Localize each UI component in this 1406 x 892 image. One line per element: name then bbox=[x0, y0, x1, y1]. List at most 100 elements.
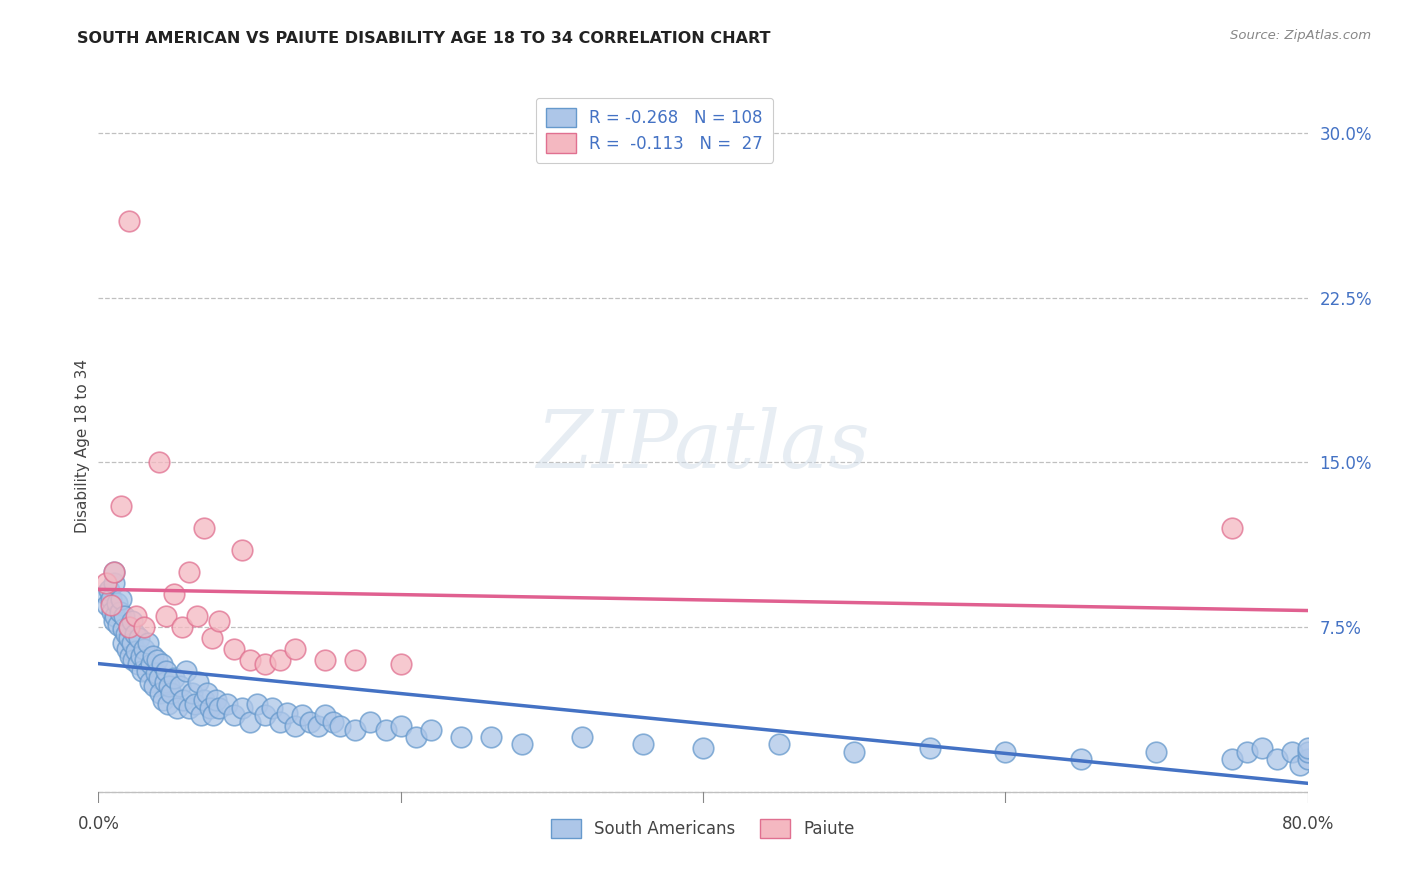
Point bbox=[121, 614, 143, 628]
Point bbox=[224, 642, 246, 657]
Point bbox=[111, 635, 134, 649]
Point bbox=[103, 566, 125, 580]
Point bbox=[239, 714, 262, 729]
Point bbox=[768, 737, 790, 751]
Point bbox=[344, 653, 367, 667]
Point bbox=[190, 708, 212, 723]
Point bbox=[262, 701, 284, 715]
Point bbox=[100, 598, 122, 612]
Point bbox=[103, 614, 125, 628]
Point bbox=[193, 692, 215, 706]
Point bbox=[149, 686, 172, 700]
Point bbox=[150, 657, 173, 672]
Point bbox=[103, 566, 125, 580]
Point bbox=[1267, 752, 1289, 766]
Point bbox=[145, 666, 167, 681]
Point bbox=[184, 697, 207, 711]
Point bbox=[215, 697, 238, 711]
Point bbox=[231, 701, 253, 715]
Point bbox=[96, 598, 118, 612]
Point bbox=[174, 664, 197, 678]
Point bbox=[329, 719, 352, 733]
Point bbox=[163, 587, 186, 601]
Point bbox=[107, 618, 129, 632]
Point bbox=[201, 631, 224, 645]
Point bbox=[170, 620, 193, 634]
Point bbox=[205, 692, 228, 706]
Point bbox=[322, 714, 344, 729]
Point bbox=[166, 701, 188, 715]
Point bbox=[125, 609, 148, 624]
Point bbox=[571, 730, 593, 744]
Point bbox=[118, 620, 141, 634]
Point bbox=[1289, 758, 1312, 772]
Point bbox=[200, 701, 222, 715]
Point bbox=[111, 623, 134, 637]
Point bbox=[299, 714, 322, 729]
Point bbox=[115, 642, 138, 657]
Point bbox=[169, 680, 191, 694]
Point bbox=[122, 653, 145, 667]
Point bbox=[125, 644, 148, 658]
Point bbox=[231, 543, 253, 558]
Point bbox=[146, 653, 169, 667]
Point bbox=[139, 675, 162, 690]
Point bbox=[253, 657, 276, 672]
Point bbox=[844, 745, 866, 759]
Point bbox=[360, 714, 382, 729]
Point bbox=[141, 657, 163, 672]
Point bbox=[104, 609, 127, 624]
Point bbox=[124, 626, 146, 640]
Point bbox=[153, 675, 176, 690]
Point bbox=[284, 719, 307, 733]
Point bbox=[276, 706, 298, 720]
Point bbox=[389, 657, 412, 672]
Point bbox=[510, 737, 533, 751]
Point bbox=[450, 730, 472, 744]
Point bbox=[481, 730, 503, 744]
Point bbox=[269, 653, 291, 667]
Point bbox=[120, 648, 142, 663]
Point bbox=[121, 635, 143, 649]
Point bbox=[94, 587, 117, 601]
Point bbox=[1296, 745, 1319, 759]
Point bbox=[101, 605, 124, 619]
Point bbox=[172, 692, 194, 706]
Point bbox=[148, 671, 170, 685]
Point bbox=[114, 626, 136, 640]
Point bbox=[1144, 745, 1167, 759]
Point bbox=[405, 730, 427, 744]
Point bbox=[374, 723, 396, 738]
Point bbox=[389, 719, 412, 733]
Point bbox=[208, 701, 231, 715]
Point bbox=[246, 697, 269, 711]
Point bbox=[94, 576, 117, 591]
Y-axis label: Disability Age 18 to 34: Disability Age 18 to 34 bbox=[75, 359, 90, 533]
Point bbox=[284, 642, 307, 657]
Point bbox=[193, 521, 215, 535]
Point bbox=[344, 723, 367, 738]
Point bbox=[129, 648, 152, 663]
Point bbox=[208, 614, 231, 628]
Text: ZIPatlas: ZIPatlas bbox=[536, 408, 870, 484]
Point bbox=[155, 664, 177, 678]
Point bbox=[148, 455, 170, 469]
Point bbox=[118, 214, 141, 228]
Point bbox=[156, 697, 179, 711]
Point bbox=[420, 723, 443, 738]
Point bbox=[163, 671, 186, 685]
Text: SOUTH AMERICAN VS PAIUTE DISABILITY AGE 18 TO 34 CORRELATION CHART: SOUTH AMERICAN VS PAIUTE DISABILITY AGE … bbox=[77, 31, 770, 46]
Point bbox=[131, 664, 153, 678]
Point bbox=[314, 708, 336, 723]
Point bbox=[1220, 752, 1243, 766]
Text: Source: ZipAtlas.com: Source: ZipAtlas.com bbox=[1230, 29, 1371, 42]
Point bbox=[135, 664, 157, 678]
Point bbox=[181, 686, 204, 700]
Point bbox=[186, 609, 208, 624]
Point bbox=[142, 648, 165, 663]
Point bbox=[1236, 745, 1258, 759]
Point bbox=[103, 576, 125, 591]
Point bbox=[100, 591, 122, 606]
Point bbox=[112, 609, 135, 624]
Point bbox=[105, 596, 128, 610]
